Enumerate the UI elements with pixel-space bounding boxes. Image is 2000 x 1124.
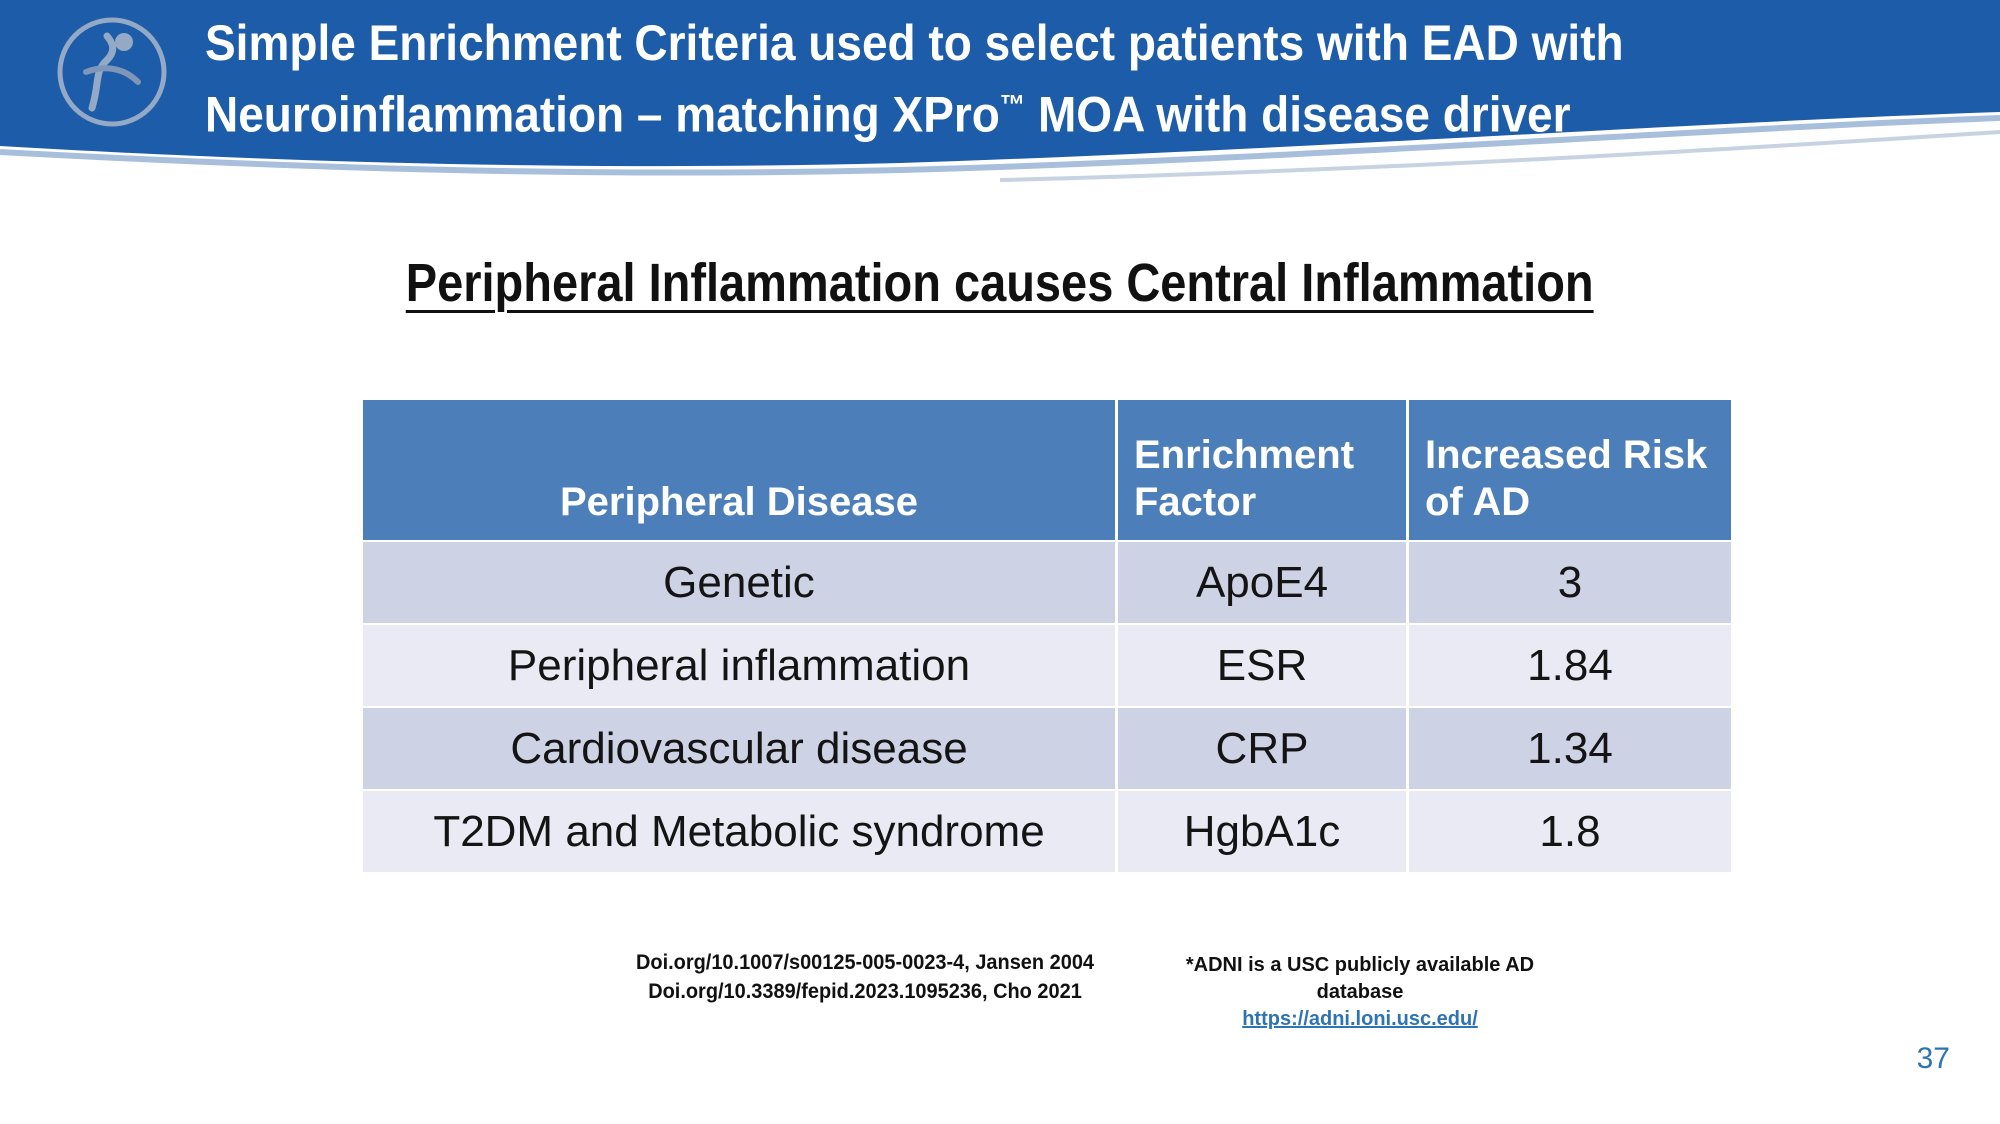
table-cell-factor: CRP: [1118, 708, 1406, 789]
slide-title-line2-pre: Neuroinflammation – matching XPro: [205, 86, 1000, 143]
table-cell-factor: ApoE4: [1118, 542, 1406, 623]
trademark-symbol: ™: [999, 89, 1026, 120]
column-header-enrichment-factor: Enrichment Factor: [1118, 400, 1406, 540]
slide-title-line2-post: MOA with disease driver: [1025, 86, 1571, 143]
adni-note-text: *ADNI is a USC publicly available AD dat…: [1185, 954, 1535, 1003]
table-cell-risk: 1.84: [1409, 625, 1731, 706]
table-cell-factor: HgbA1c: [1118, 791, 1406, 872]
table-cell-factor: ESR: [1118, 625, 1406, 706]
page-number: 37: [1916, 1042, 1950, 1075]
adni-note: *ADNI is a USC publicly available AD dat…: [1150, 952, 1570, 1033]
section-heading-text: Peripheral Inflammation causes Central I…: [406, 253, 1594, 313]
column-header-increased-risk: Increased Risk of AD: [1409, 400, 1731, 540]
citation-line2: Doi.org/10.3389/fepid.2023.1095236, Cho …: [648, 980, 1082, 1003]
slide-title-line2: Neuroinflammation – matching XPro™ MOA w…: [205, 74, 1624, 146]
citation-line1: Doi.org/10.1007/s00125-005-0023-4, Janse…: [635, 951, 1095, 974]
citations: Doi.org/10.1007/s00125-005-0023-4, Janse…: [556, 948, 1174, 1006]
column-header-peripheral-disease: Peripheral Disease: [363, 400, 1115, 540]
table-cell-disease: Genetic: [363, 542, 1115, 623]
table-cell-disease: Cardiovascular disease: [363, 708, 1115, 789]
enrichment-table: Peripheral Disease Enrichment Factor Inc…: [363, 400, 1731, 872]
table-cell-risk: 1.8: [1409, 791, 1731, 872]
section-heading: Peripheral Inflammation causes Central I…: [0, 252, 2000, 314]
company-logo: [57, 17, 167, 127]
slide-title: Simple Enrichment Criteria used to selec…: [205, 12, 1624, 146]
table-cell-disease: T2DM and Metabolic syndrome: [363, 791, 1115, 872]
slide-title-line1: Simple Enrichment Criteria used to selec…: [205, 15, 1624, 71]
table-cell-risk: 3: [1409, 542, 1731, 623]
table-cell-risk: 1.34: [1409, 708, 1731, 789]
adni-link[interactable]: https://adni.loni.usc.edu/: [1242, 1008, 1478, 1030]
header-banner: [0, 0, 2000, 182]
table-cell-disease: Peripheral inflammation: [363, 625, 1115, 706]
